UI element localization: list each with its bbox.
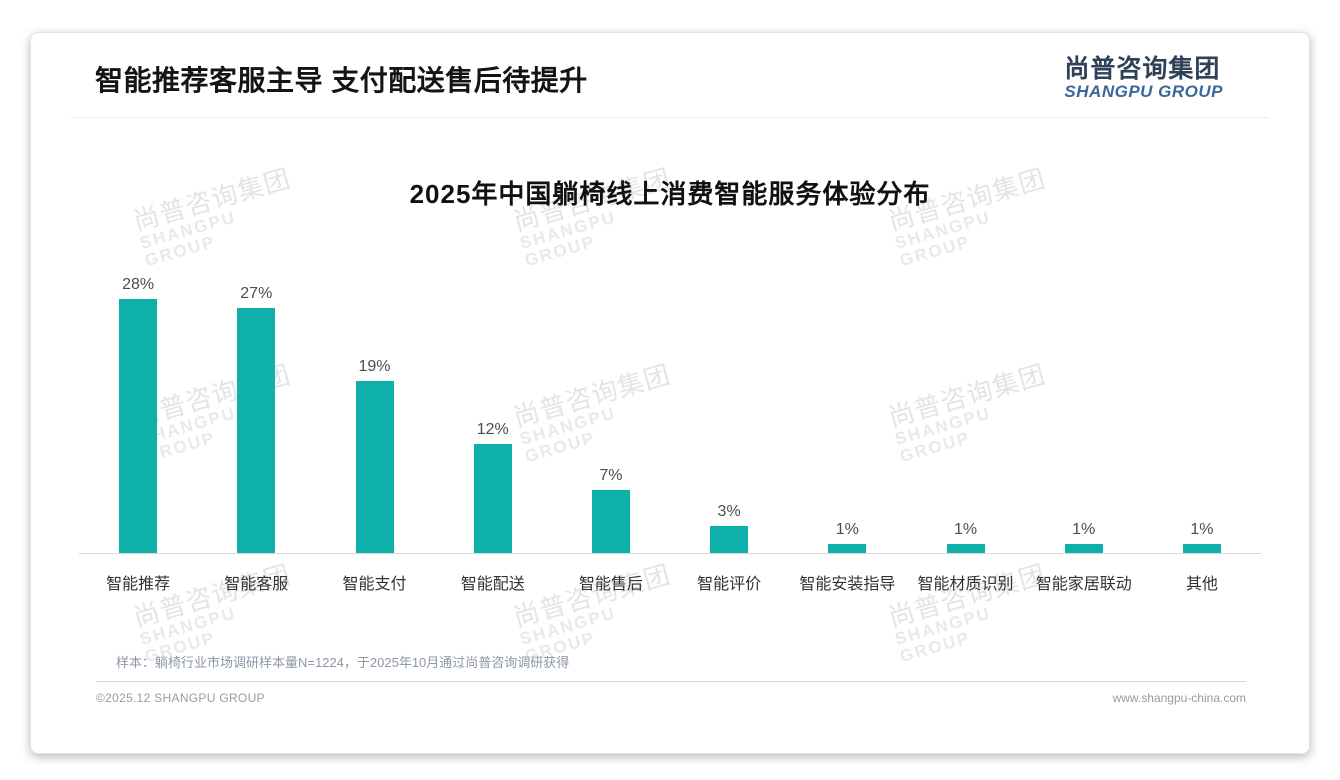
bar-value-label: 3% <box>717 503 741 520</box>
bar-slot: 7% <box>552 467 670 553</box>
bar <box>591 490 630 553</box>
bar-value-label: 27% <box>240 285 273 302</box>
page-title: 智能推荐客服主导 支付配送售后待提升 <box>95 65 588 96</box>
category-label: 其他 <box>1185 576 1218 593</box>
bar <box>946 544 985 553</box>
bar-value-label: 7% <box>599 467 623 484</box>
bar <box>119 299 158 553</box>
copyright-text: ©2025.12 SHANGPU GROUP <box>96 691 265 705</box>
bar <box>1064 544 1103 553</box>
bar-slot: 28% <box>79 276 197 553</box>
category-label: 智能售后 <box>578 576 643 593</box>
footer: ©2025.12 SHANGPU GROUP www.shangpu-china… <box>96 682 1246 705</box>
bar-value-label: 19% <box>358 358 391 375</box>
bar-value-label: 1% <box>1190 521 1214 538</box>
logo-chinese-name: 尚普咨询集团 <box>1064 54 1221 83</box>
slide-card: 尚普咨询集团 SHANGPU GROUP 尚普咨询集团 SHANGPU GROUP 尚普… <box>30 32 1310 754</box>
bar-value-label: 12% <box>476 421 509 438</box>
bar-chart-plot: 28% 27% 19% 12% 7% 3% 1% 1% 1% 1% <box>79 261 1261 553</box>
bar-slot: 1% <box>1143 521 1261 553</box>
bar-value-label: 1% <box>953 521 978 538</box>
bar-slot: 3% <box>670 503 788 553</box>
category-label: 智能评价 <box>697 576 762 593</box>
category-label: 智能家居联动 <box>1035 576 1132 593</box>
bar <box>237 308 276 553</box>
bar-value-label: 1% <box>1072 521 1096 538</box>
bar-slot: 19% <box>315 358 433 553</box>
category-label: 智能支付 <box>342 576 407 593</box>
bar-slot: 12% <box>434 421 552 553</box>
sample-footnote: 样本：躺椅行业市场调研样本量N=1224，于2025年10月通过尚普咨询调研获得 <box>96 652 1246 682</box>
bar-slot: 27% <box>197 285 315 553</box>
bar <box>473 444 512 553</box>
category-axis-labels: 智能推荐 智能客服 智能支付 智能配送 智能售后 智能评价 智能安装指导 智能材质识别 智能家居… <box>79 570 1261 594</box>
bar <box>355 381 394 553</box>
website-link[interactable]: www.shangpu-china.com <box>1112 691 1246 705</box>
bar <box>1182 544 1221 553</box>
chart-title: 2025年中国躺椅线上消费智能服务体验分布 <box>409 179 931 209</box>
bar-value-label: 1% <box>835 521 859 538</box>
header: 智能推荐客服主导 支付配送售后待提升 尚普咨询集团 SHANGPU GROUP <box>71 33 1269 118</box>
bottom-section: 样本：躺椅行业市场调研样本量N=1224，于2025年10月通过尚普咨询调研获得… <box>96 652 1246 705</box>
bar-slot: 1% <box>788 521 906 553</box>
company-logo: 尚普咨询集团 SHANGPU GROUP <box>1064 54 1245 102</box>
category-label: 智能客服 <box>224 576 289 593</box>
bar-value-label: 28% <box>122 276 155 293</box>
bar-slot: 1% <box>1025 521 1143 553</box>
category-label: 智能推荐 <box>106 576 171 593</box>
category-label: 智能配送 <box>460 576 525 593</box>
category-label: 智能材质识别 <box>917 576 1014 593</box>
bar-slot: 1% <box>906 521 1024 553</box>
logo-english-name: SHANGPU GROUP <box>1064 82 1223 102</box>
category-label: 智能安装指导 <box>799 576 896 593</box>
bar <box>710 526 749 553</box>
bar <box>828 544 867 553</box>
x-axis-line <box>79 553 1261 554</box>
